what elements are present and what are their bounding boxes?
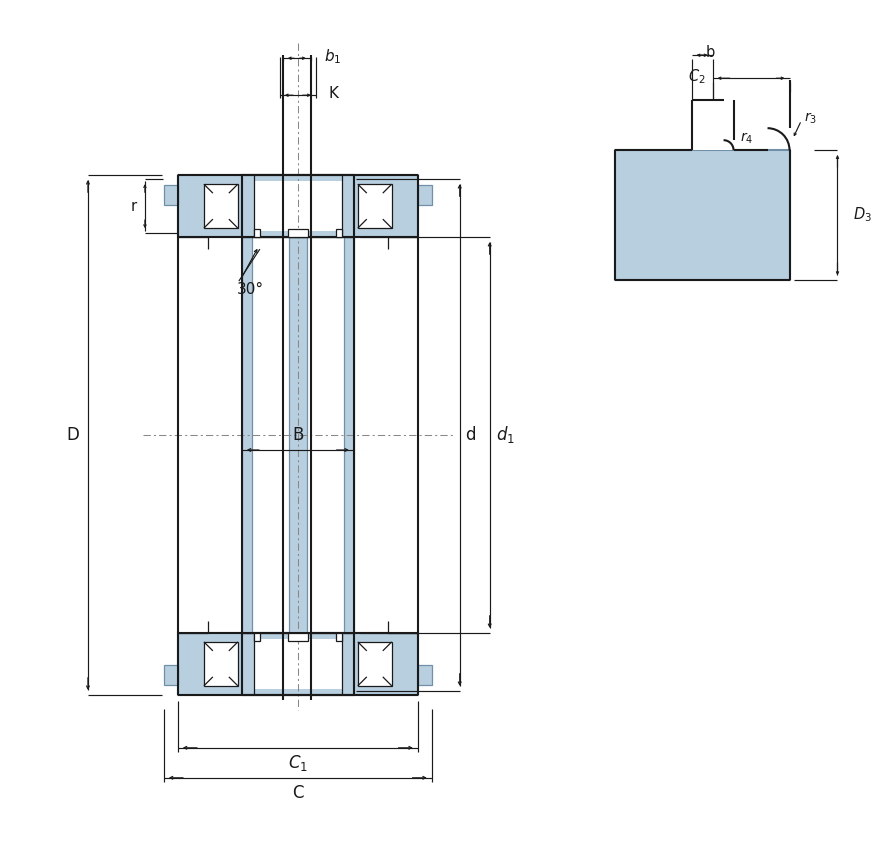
Polygon shape xyxy=(254,181,342,231)
Polygon shape xyxy=(254,633,260,641)
Polygon shape xyxy=(178,175,417,237)
Polygon shape xyxy=(691,101,733,150)
Polygon shape xyxy=(336,633,342,641)
Polygon shape xyxy=(204,184,238,228)
Text: d: d xyxy=(466,426,476,444)
Polygon shape xyxy=(242,633,354,695)
Text: r: r xyxy=(131,198,137,214)
Text: $r_3$: $r_3$ xyxy=(803,111,816,126)
Text: $C_1$: $C_1$ xyxy=(288,752,308,773)
Text: $C_2$: $C_2$ xyxy=(688,67,705,86)
Polygon shape xyxy=(417,186,431,205)
Polygon shape xyxy=(164,665,178,685)
Text: K: K xyxy=(329,86,339,101)
Polygon shape xyxy=(178,237,208,633)
Polygon shape xyxy=(344,237,354,633)
Text: $D_3$: $D_3$ xyxy=(853,206,872,224)
Polygon shape xyxy=(288,633,308,641)
Text: 30°: 30° xyxy=(237,282,264,296)
Text: C: C xyxy=(292,783,304,801)
Polygon shape xyxy=(164,186,178,205)
Text: B: B xyxy=(292,426,304,444)
Polygon shape xyxy=(358,184,392,228)
Text: $r_4$: $r_4$ xyxy=(739,131,752,146)
Polygon shape xyxy=(417,665,431,685)
Polygon shape xyxy=(178,633,417,695)
Polygon shape xyxy=(254,639,342,689)
Text: D: D xyxy=(66,426,80,444)
Polygon shape xyxy=(242,237,252,633)
Text: b: b xyxy=(705,45,715,60)
Text: $b_1$: $b_1$ xyxy=(324,47,341,65)
Polygon shape xyxy=(254,229,260,237)
Polygon shape xyxy=(614,150,789,280)
Polygon shape xyxy=(242,175,354,237)
Polygon shape xyxy=(204,642,238,685)
Polygon shape xyxy=(288,229,308,237)
Polygon shape xyxy=(358,642,392,685)
Text: $d_1$: $d_1$ xyxy=(496,424,515,446)
Polygon shape xyxy=(336,229,342,237)
Polygon shape xyxy=(289,237,307,633)
Polygon shape xyxy=(388,237,417,633)
